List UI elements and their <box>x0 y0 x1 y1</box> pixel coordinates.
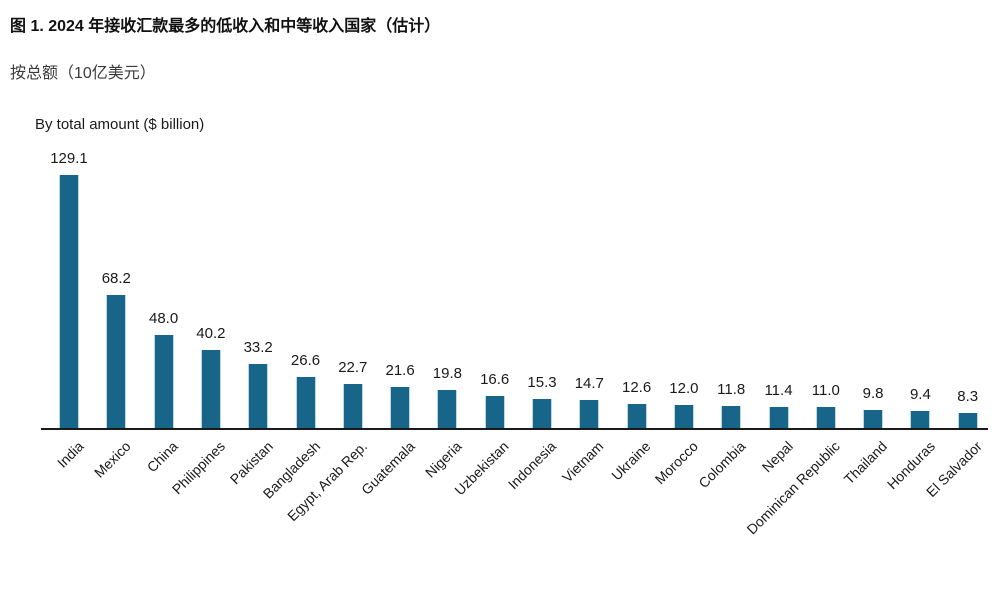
bar-egypt-arab-rep- <box>342 384 363 429</box>
bar-guatemala <box>390 387 411 429</box>
bar-colombia <box>721 406 742 429</box>
value-label: 21.6 <box>385 362 415 379</box>
x-axis-label: Nigeria <box>422 438 465 481</box>
value-label: 9.8 <box>862 385 884 402</box>
value-label: 11.8 <box>717 381 746 398</box>
bar-nigeria <box>437 390 458 429</box>
value-label: 68.2 <box>101 270 131 287</box>
x-axis-label: Egypt, Arab Rep. <box>283 438 371 525</box>
x-axis-label: Mexico <box>90 438 134 481</box>
bar-honduras <box>910 411 931 429</box>
bar-ukraine <box>626 404 647 429</box>
value-label: 12.0 <box>669 380 699 397</box>
bar-china <box>153 335 174 429</box>
bar-philippines <box>200 350 221 429</box>
bar-nepal <box>768 407 789 429</box>
x-axis-label: Morocco <box>651 438 702 488</box>
figure-title: 图 1. 2024 年接收汇款最多的低收入和中等收入国家（估计） <box>10 18 441 35</box>
bar-bangladesh <box>295 377 316 429</box>
x-axis-label: Nepal <box>758 438 796 476</box>
x-axis-label: Ukraine <box>608 438 654 484</box>
x-axis-label: China <box>143 438 181 476</box>
x-axis-line <box>41 428 988 430</box>
x-axis-label: Vietnam <box>559 438 607 486</box>
x-axis-label: Colombia <box>695 438 749 492</box>
bar-dominican-republic <box>815 407 836 429</box>
value-label: 48.0 <box>148 310 179 327</box>
value-label: 129.1 <box>50 150 88 167</box>
figure-subtitle: 按总额（10亿美元） <box>10 65 156 82</box>
value-label: 8.3 <box>957 388 979 405</box>
value-label: 22.7 <box>338 359 368 376</box>
value-label: 11.0 <box>811 382 840 399</box>
value-label: 40.2 <box>196 325 226 342</box>
bar-thailand <box>863 410 884 429</box>
bar-pakistan <box>248 364 269 429</box>
bar-uzbekistan <box>484 396 505 429</box>
value-label: 33.2 <box>243 339 273 356</box>
value-label: 14.7 <box>574 375 604 392</box>
value-label: 16.6 <box>480 371 510 388</box>
bar-india <box>59 175 79 429</box>
value-label: 19.8 <box>432 365 462 382</box>
x-axis-label: Indonesia <box>505 438 560 493</box>
bar-el-salvador <box>957 413 978 429</box>
bar-vietnam <box>579 400 600 429</box>
value-label: 15.3 <box>527 374 557 391</box>
x-axis-label: India <box>53 438 87 471</box>
value-label: 12.6 <box>621 379 652 396</box>
value-label: 11.4 <box>764 382 793 399</box>
chart-axis-title: By total amount ($ billion) <box>35 116 205 133</box>
value-label: 9.4 <box>909 386 931 403</box>
value-label: 26.6 <box>290 352 321 369</box>
bar-morocco <box>673 405 694 429</box>
bar-indonesia <box>532 399 552 429</box>
x-axis-label: Dominican Republic <box>743 438 844 538</box>
bar-mexico <box>106 295 127 429</box>
